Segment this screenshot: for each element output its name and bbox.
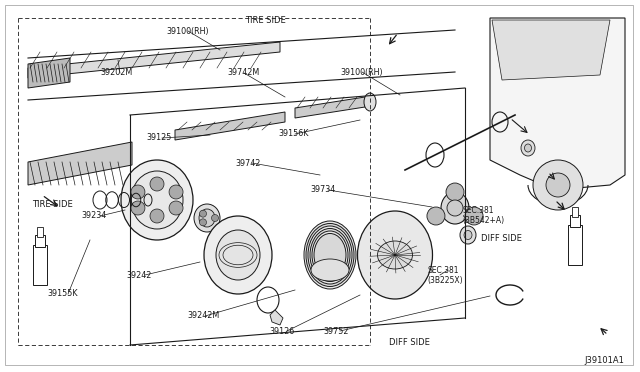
Ellipse shape bbox=[310, 228, 350, 282]
Circle shape bbox=[465, 207, 483, 225]
Ellipse shape bbox=[525, 144, 531, 152]
Bar bbox=[568, 225, 582, 265]
Text: 39242M: 39242M bbox=[188, 311, 220, 320]
Text: 39242: 39242 bbox=[127, 271, 152, 280]
Ellipse shape bbox=[441, 192, 469, 224]
Text: 39155K: 39155K bbox=[47, 289, 78, 298]
Circle shape bbox=[150, 209, 164, 223]
Polygon shape bbox=[28, 142, 132, 185]
Ellipse shape bbox=[311, 259, 349, 281]
Circle shape bbox=[169, 185, 183, 199]
Text: 39125: 39125 bbox=[146, 133, 172, 142]
Circle shape bbox=[200, 210, 207, 217]
Text: 39742M: 39742M bbox=[227, 68, 259, 77]
Ellipse shape bbox=[314, 234, 346, 276]
Polygon shape bbox=[270, 310, 283, 325]
Text: TIRE SIDE: TIRE SIDE bbox=[245, 16, 286, 25]
Circle shape bbox=[211, 215, 218, 221]
Ellipse shape bbox=[306, 224, 354, 286]
Text: TIRE SIDE: TIRE SIDE bbox=[32, 200, 73, 209]
Text: DIFF SIDE: DIFF SIDE bbox=[389, 338, 430, 347]
Ellipse shape bbox=[460, 226, 476, 244]
Bar bbox=[572, 207, 578, 217]
Text: J39101A1: J39101A1 bbox=[584, 356, 624, 365]
Polygon shape bbox=[175, 112, 285, 140]
Polygon shape bbox=[490, 18, 625, 190]
Circle shape bbox=[546, 173, 570, 197]
Text: SEC.381
(3B542+A): SEC.381 (3B542+A) bbox=[462, 206, 504, 225]
Ellipse shape bbox=[194, 204, 220, 232]
Circle shape bbox=[427, 207, 445, 225]
Bar bbox=[35, 235, 45, 247]
Polygon shape bbox=[295, 97, 365, 118]
Ellipse shape bbox=[358, 211, 433, 299]
Text: DIFF SIDE: DIFF SIDE bbox=[481, 234, 522, 243]
Circle shape bbox=[533, 160, 583, 210]
Ellipse shape bbox=[521, 140, 535, 156]
Bar bbox=[37, 227, 43, 237]
Ellipse shape bbox=[304, 221, 356, 289]
Text: 39742: 39742 bbox=[236, 159, 261, 168]
Ellipse shape bbox=[121, 160, 193, 240]
Circle shape bbox=[446, 183, 464, 201]
Ellipse shape bbox=[378, 241, 413, 269]
Polygon shape bbox=[28, 42, 280, 78]
Ellipse shape bbox=[199, 209, 215, 227]
Ellipse shape bbox=[216, 230, 260, 280]
Ellipse shape bbox=[131, 171, 183, 229]
Bar bbox=[570, 215, 580, 227]
Circle shape bbox=[169, 201, 183, 215]
Text: 39126: 39126 bbox=[269, 327, 294, 336]
Bar bbox=[33, 245, 47, 285]
Text: 39202M: 39202M bbox=[100, 68, 132, 77]
Ellipse shape bbox=[364, 93, 376, 111]
Circle shape bbox=[131, 201, 145, 215]
Circle shape bbox=[150, 177, 164, 191]
Polygon shape bbox=[492, 20, 610, 80]
Ellipse shape bbox=[308, 226, 352, 284]
Ellipse shape bbox=[464, 231, 472, 240]
Ellipse shape bbox=[204, 216, 272, 294]
Text: 39156K: 39156K bbox=[278, 129, 308, 138]
Text: 39100(RH): 39100(RH) bbox=[340, 68, 383, 77]
Text: SEC.381
(3B225X): SEC.381 (3B225X) bbox=[428, 266, 463, 285]
Ellipse shape bbox=[312, 231, 348, 279]
Text: 39752: 39752 bbox=[323, 327, 349, 336]
Circle shape bbox=[447, 200, 463, 216]
Polygon shape bbox=[28, 58, 70, 88]
Text: 39734: 39734 bbox=[310, 185, 336, 194]
Circle shape bbox=[131, 185, 145, 199]
Text: 39100(RH): 39100(RH) bbox=[166, 27, 209, 36]
Circle shape bbox=[200, 219, 207, 226]
Text: 39234: 39234 bbox=[81, 211, 107, 220]
